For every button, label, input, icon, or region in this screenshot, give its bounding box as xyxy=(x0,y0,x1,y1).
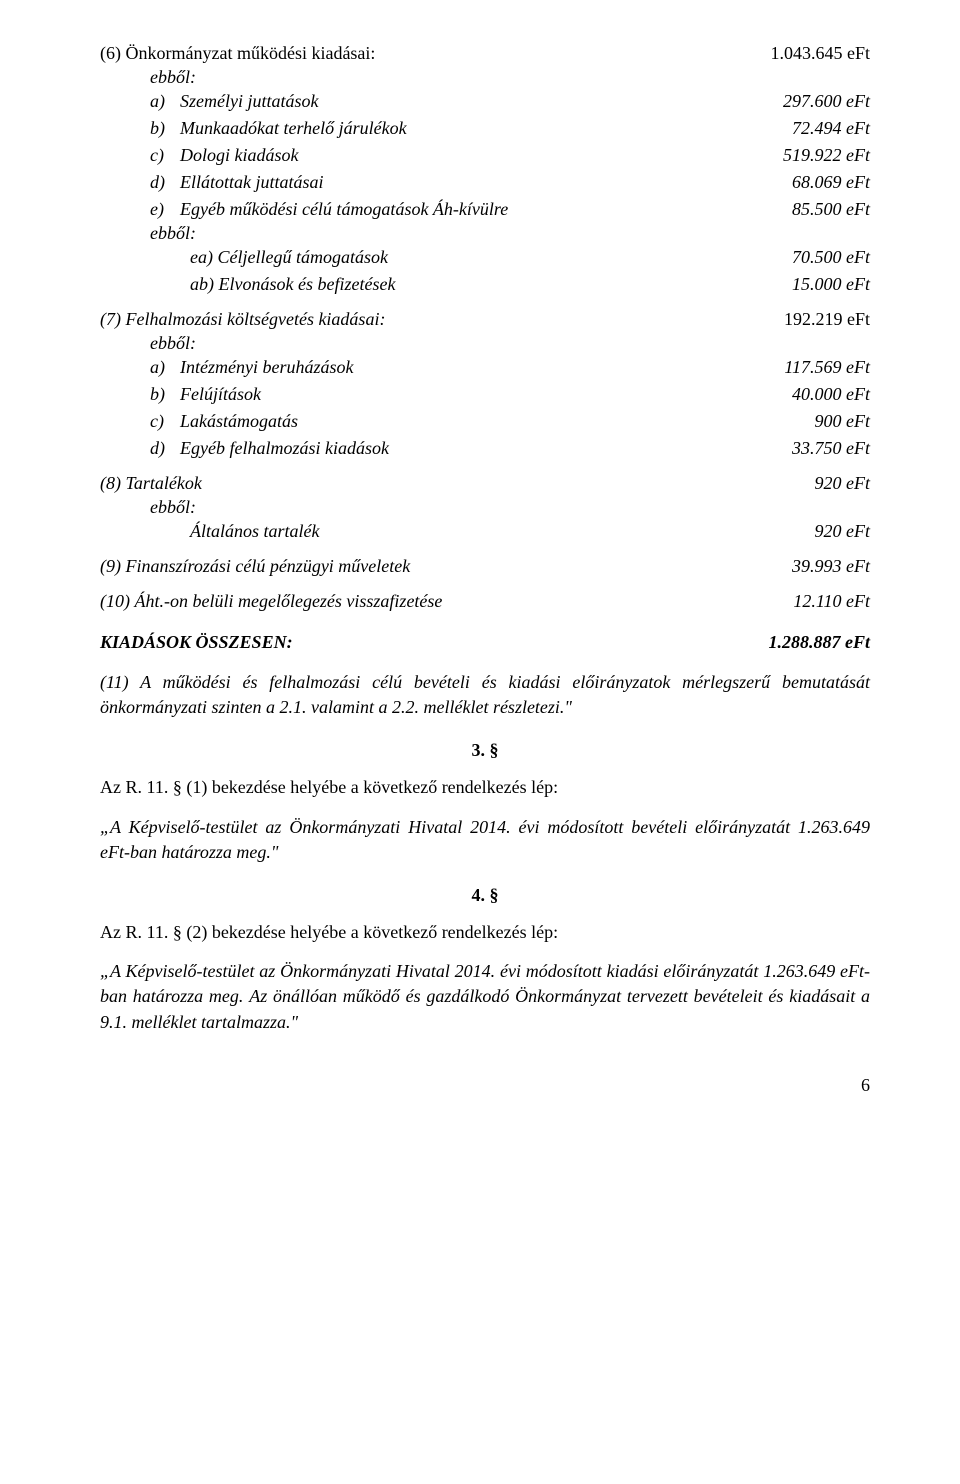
list-item: b)Felújítások 40.000 eFt xyxy=(100,381,870,408)
item-text: Intézményi beruházások xyxy=(180,357,353,377)
list-item: c)Dologi kiadások 519.922 eFt xyxy=(100,142,870,169)
item-letter: d) xyxy=(150,169,180,196)
list-item: a)Intézményi beruházások 117.569 eFt xyxy=(100,354,870,381)
paragraph-11: (11) A működési és felhalmozási célú bev… xyxy=(100,670,870,720)
section-6-value: 1.043.645 eFt xyxy=(730,40,870,67)
item-letter: c) xyxy=(150,142,180,169)
section-10-value: 12.110 eFt xyxy=(730,588,870,615)
item-text: Lakástámogatás xyxy=(180,411,298,431)
item-value: 297.600 eFt xyxy=(730,88,870,115)
total-label: KIADÁSOK ÖSSZESEN: xyxy=(100,629,730,656)
section-9-title: (9) Finanszírozási célú pénzügyi művelet… xyxy=(100,553,730,580)
item-letter: b) xyxy=(150,115,180,142)
list-item: b)Munkaadókat terhelő járulékok 72.494 e… xyxy=(100,115,870,142)
r11-1-intro: Az R. 11. § (1) bekezdése helyébe a köve… xyxy=(100,775,870,800)
item-text: Dologi kiadások xyxy=(180,145,299,165)
total-row: KIADÁSOK ÖSSZESEN: 1.288.887 eFt xyxy=(100,629,870,656)
list-item: d)Ellátottak juttatásai 68.069 eFt xyxy=(100,169,870,196)
section-7-title: (7) Felhalmozási költségvetés kiadásai: xyxy=(100,306,730,333)
section-7-value: 192.219 eFt xyxy=(730,306,870,333)
section-8-value: 920 eFt xyxy=(730,470,870,497)
section-7-ebbol: ebből: xyxy=(100,333,870,354)
section-9-value: 39.993 eFt xyxy=(730,553,870,580)
kep-paragraph-2: „A Képviselő-testület az Önkormányzati H… xyxy=(100,959,870,1035)
list-item: d)Egyéb felhalmozási kiadások 33.750 eFt xyxy=(100,435,870,462)
list-item: e)Egyéb működési célú támogatások Áh-kív… xyxy=(100,196,870,223)
item-letter: a) xyxy=(150,88,180,115)
section-8-title-row: (8) Tartalékok 920 eFt xyxy=(100,470,870,497)
section-8-title: (8) Tartalékok xyxy=(100,470,730,497)
section-10-title: (10) Áht.-on belüli megelőlegezés vissza… xyxy=(100,588,730,615)
item-letter: d) xyxy=(150,435,180,462)
item-value: 72.494 eFt xyxy=(730,115,870,142)
list-item: c)Lakástámogatás 900 eFt xyxy=(100,408,870,435)
section-6-ebbol: ebből: xyxy=(100,67,870,88)
item-text: Egyéb működési célú támogatások Áh-kívül… xyxy=(180,199,508,219)
item-letter: e) xyxy=(150,196,180,223)
page-number: 6 xyxy=(100,1075,870,1096)
document-page: (6) Önkormányzat működési kiadásai: 1.04… xyxy=(0,0,960,1136)
item-value: 85.500 eFt xyxy=(730,196,870,223)
section-6-ebbol2: ebből: xyxy=(100,223,870,244)
item-value: 68.069 eFt xyxy=(730,169,870,196)
item-text: Személyi juttatások xyxy=(180,91,318,111)
item-text: Általános tartalék xyxy=(100,518,730,545)
list-item: ea) Céljellegű támogatások 70.500 eFt xyxy=(100,244,870,271)
item-value: 40.000 eFt xyxy=(730,381,870,408)
item-text: ea) Céljellegű támogatások xyxy=(100,244,730,271)
item-text: ab) Elvonások és befizetések xyxy=(100,271,730,298)
list-item: Általános tartalék 920 eFt xyxy=(100,518,870,545)
section-9-row: (9) Finanszírozási célú pénzügyi művelet… xyxy=(100,553,870,580)
item-value: 117.569 eFt xyxy=(730,354,870,381)
item-value: 70.500 eFt xyxy=(730,244,870,271)
total-value: 1.288.887 eFt xyxy=(730,629,870,656)
list-item: a)Személyi juttatások 297.600 eFt xyxy=(100,88,870,115)
item-value: 15.000 eFt xyxy=(730,271,870,298)
item-letter: a) xyxy=(150,354,180,381)
section-3-heading: 3. § xyxy=(100,740,870,761)
item-text: Ellátottak juttatásai xyxy=(180,172,324,192)
section-4-heading: 4. § xyxy=(100,885,870,906)
list-item: ab) Elvonások és befizetések 15.000 eFt xyxy=(100,271,870,298)
section-7-title-row: (7) Felhalmozási költségvetés kiadásai: … xyxy=(100,306,870,333)
item-letter: c) xyxy=(150,408,180,435)
item-value: 920 eFt xyxy=(730,518,870,545)
item-value: 33.750 eFt xyxy=(730,435,870,462)
item-letter: b) xyxy=(150,381,180,408)
kep-paragraph-1: „A Képviselő-testület az Önkormányzati H… xyxy=(100,815,870,865)
section-6-title: (6) Önkormányzat működési kiadásai: xyxy=(100,40,730,67)
section-10-row: (10) Áht.-on belüli megelőlegezés vissza… xyxy=(100,588,870,615)
item-value: 519.922 eFt xyxy=(730,142,870,169)
r11-2-intro: Az R. 11. § (2) bekezdése helyébe a köve… xyxy=(100,920,870,945)
item-text: Felújítások xyxy=(180,384,261,404)
section-8-ebbol: ebből: xyxy=(100,497,870,518)
item-value: 900 eFt xyxy=(730,408,870,435)
section-6-title-row: (6) Önkormányzat működési kiadásai: 1.04… xyxy=(100,40,870,67)
item-text: Egyéb felhalmozási kiadások xyxy=(180,438,389,458)
item-text: Munkaadókat terhelő járulékok xyxy=(180,118,407,138)
